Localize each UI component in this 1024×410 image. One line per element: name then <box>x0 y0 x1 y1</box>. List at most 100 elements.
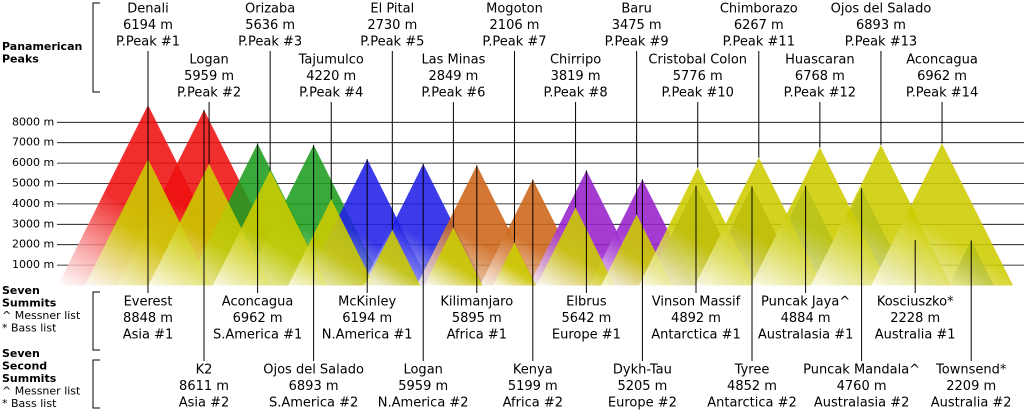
y-tick-label: 1000 m <box>12 258 54 271</box>
peak-label: 2730 m <box>367 18 417 33</box>
peak-label: El Pital <box>370 2 414 17</box>
peak-label: Ojos del Salado <box>831 2 932 17</box>
section-note: * Bass list <box>2 322 57 335</box>
peak-label: Orizaba <box>245 2 295 17</box>
summit-label: N.America #2 <box>378 396 469 410</box>
panamerican-peak <box>424 227 483 286</box>
peak-label: 6267 m <box>734 18 784 33</box>
summit-label: Townsend* <box>935 363 1007 378</box>
section-title: Summits <box>2 297 57 310</box>
panamerican-peak <box>212 170 328 286</box>
section-note: * Bass list <box>2 397 57 410</box>
summit-label: S.America #2 <box>269 396 358 410</box>
y-tick-label: 8000 m <box>12 115 54 128</box>
y-tick-label: 7000 m <box>12 136 54 149</box>
summit-label: Australasia #2 <box>814 396 910 410</box>
peak-label: P.Peak #11 <box>723 35 795 50</box>
leader-lines <box>147 51 972 361</box>
summit-label: Dykh-Tau <box>613 363 672 378</box>
peak-label: Mogoton <box>486 2 543 17</box>
peak-label: 3819 m <box>551 69 601 84</box>
bracket <box>92 2 100 93</box>
peak-label: P.Peak #4 <box>299 86 363 101</box>
peak-label: P.Peak #6 <box>421 86 485 101</box>
peak-label: P.Peak #14 <box>906 86 978 101</box>
summit-label: 4884 m <box>781 311 831 326</box>
peak-label: Huascaran <box>785 53 854 68</box>
panamerican-peak <box>871 143 1014 286</box>
peak-label: 5959 m <box>184 69 234 84</box>
summit-label: Antarctica #1 <box>651 328 741 343</box>
section-title: Peaks <box>2 53 39 66</box>
peak-label: Baru <box>621 2 651 17</box>
peak-label: Chimborazo <box>720 2 798 17</box>
summit-label: 5205 m <box>617 379 667 394</box>
peak-label: P.Peak #2 <box>177 86 241 101</box>
peak-label: Denali <box>127 2 168 17</box>
peak-label: 6768 m <box>795 69 845 84</box>
y-tick-label: 6000 m <box>12 156 54 169</box>
summit-label: 6962 m <box>233 311 283 326</box>
summit-label: 5642 m <box>561 311 611 326</box>
section-title: Seven <box>2 347 40 360</box>
summit-label: 6893 m <box>289 379 339 394</box>
peak-label: P.Peak #5 <box>360 35 424 50</box>
y-tick-label: 2000 m <box>12 238 54 251</box>
peak-label: Tajumulco <box>298 53 364 68</box>
summit-label: Puncak Jaya^ <box>761 295 850 310</box>
peak-label: 6194 m <box>123 18 173 33</box>
peak-label: Chirripo <box>550 53 601 68</box>
peak-label: Cristobal Colon <box>648 53 747 68</box>
summit-label: Vinson Massif <box>652 295 741 310</box>
section-title: Panamerican <box>2 40 82 53</box>
section-title: Second <box>2 360 47 373</box>
summit-label: 2228 m <box>890 311 940 326</box>
summit-label: Antarctica #2 <box>707 396 797 410</box>
summit-label: Australia #2 <box>931 396 1012 410</box>
summit-label: 2209 m <box>946 379 996 394</box>
panamerican-peak <box>288 199 375 286</box>
peak-label: Aconcagua <box>906 53 978 68</box>
peak-label: Logan <box>189 53 228 68</box>
peak-label: P.Peak #3 <box>238 35 302 50</box>
peak-label: 5636 m <box>245 18 295 33</box>
summit-label: Europe #1 <box>552 328 621 343</box>
y-tick-label: 4000 m <box>12 197 54 210</box>
peak-label: P.Peak #8 <box>543 86 607 101</box>
summit-label: Kilimanjaro <box>440 295 513 310</box>
summit-label: Australasia #1 <box>758 328 854 343</box>
peak-label: P.Peak #9 <box>605 35 669 50</box>
peak-label: P.Peak #10 <box>662 86 734 101</box>
summit-label: 8611 m <box>179 379 229 394</box>
y-tick-label: 5000 m <box>12 177 54 190</box>
peak-label: 5776 m <box>673 69 723 84</box>
peak-label: P.Peak #12 <box>784 86 856 101</box>
summit-label: Logan <box>403 363 442 378</box>
peak-label: 6893 m <box>856 18 906 33</box>
summit-label: Everest <box>124 295 173 310</box>
summit-label: Ojos del Salado <box>263 363 364 378</box>
summit-label: McKinley <box>338 295 396 310</box>
peak-label: 4220 m <box>306 69 356 84</box>
summit-label: 5895 m <box>452 311 502 326</box>
peak-label: 2849 m <box>428 69 478 84</box>
summit-label: 5959 m <box>398 379 448 394</box>
peak-label: P.Peak #7 <box>482 35 546 50</box>
bracket <box>92 359 100 409</box>
section-note: ^ Messner list <box>2 385 81 398</box>
bracket <box>92 291 100 351</box>
summit-label: Europe #2 <box>608 396 677 410</box>
summit-label: S.America #1 <box>213 328 302 343</box>
panamerican-peak <box>492 242 536 286</box>
summit-label: Puncak Mandala^ <box>803 363 920 378</box>
summit-label: Tyree <box>734 363 770 378</box>
peak-label: 2106 m <box>490 18 540 33</box>
summit-label: 8848 m <box>123 311 173 326</box>
panamerican-peak <box>536 207 615 286</box>
summit-label: Australia #1 <box>875 328 956 343</box>
peak-label: P.Peak #13 <box>845 35 917 50</box>
summit-label: 4760 m <box>837 379 887 394</box>
summit-label: 4852 m <box>727 379 777 394</box>
